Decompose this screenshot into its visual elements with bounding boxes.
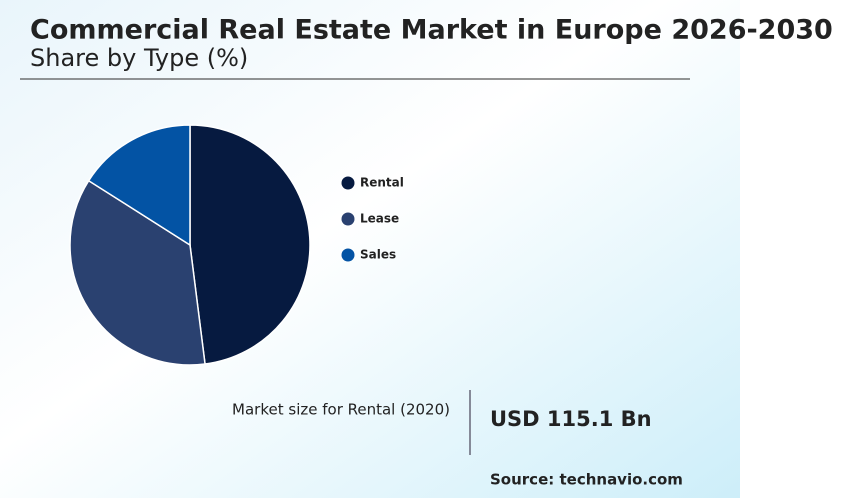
legend-marker <box>341 248 355 262</box>
legend: Rental Lease Sales <box>341 176 404 262</box>
legend-marker <box>341 212 355 226</box>
legend-label: Lease <box>360 212 399 226</box>
pie-slice <box>87 124 191 247</box>
source: Source: technavio.com <box>490 471 683 489</box>
legend-label: Sales <box>360 248 396 262</box>
legend-marker <box>341 176 355 190</box>
pie <box>69 124 311 366</box>
market-size-value: USD 115.1 Bn <box>490 407 652 431</box>
pie-slice <box>69 179 206 366</box>
chart-title: Commercial Real Estate Market in Europe … <box>30 15 833 46</box>
chart-subtitle: Share by Type (%) <box>30 44 248 72</box>
pie-slice <box>189 124 311 365</box>
market-size-label: Market size for Rental (2020) <box>232 401 450 419</box>
legend-label: Rental <box>360 176 404 190</box>
